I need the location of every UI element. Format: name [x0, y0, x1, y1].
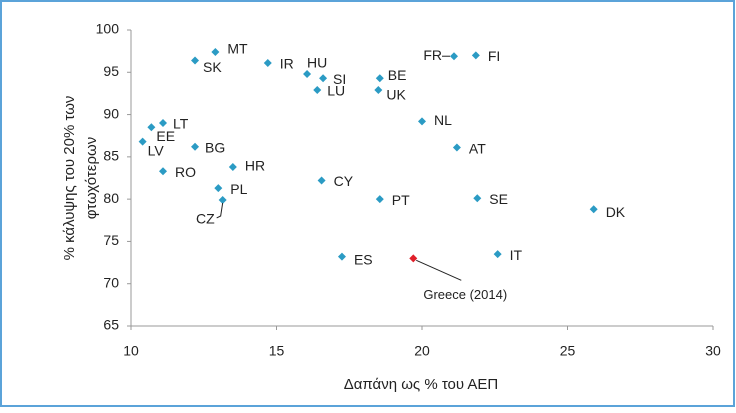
point: [337, 252, 346, 261]
point: [313, 86, 322, 95]
y-tick-label: 80: [103, 190, 119, 206]
point-label: DK: [606, 204, 626, 220]
point-label: BG: [205, 139, 225, 155]
point-label: HR: [245, 158, 265, 174]
y-tick-label: 65: [103, 317, 119, 333]
y-tick-label: 95: [103, 63, 119, 79]
x-tick-label: 15: [269, 343, 285, 359]
leader-line: [216, 202, 224, 219]
point: [375, 74, 384, 83]
y-tick-label: 85: [103, 148, 119, 164]
point-label: CY: [334, 173, 354, 189]
point: [374, 86, 383, 95]
point: [452, 143, 461, 152]
point-label: SE: [489, 191, 508, 207]
point: [228, 163, 237, 172]
point: [214, 184, 223, 193]
point-label: NL: [434, 112, 452, 128]
point: [409, 254, 418, 263]
point: [191, 142, 200, 151]
point: [191, 56, 200, 65]
point: [493, 250, 502, 259]
point: [317, 176, 326, 185]
point-label: ES: [354, 251, 373, 267]
point: [473, 194, 482, 203]
highlight-label: Greece (2014): [423, 287, 507, 302]
point-label: AT: [469, 140, 486, 156]
point-label: FI: [488, 48, 500, 64]
point: [418, 117, 426, 126]
y-tick-label: 70: [103, 274, 119, 290]
point: [319, 74, 328, 83]
point-label: SI: [333, 71, 346, 87]
point-label: RO: [175, 164, 196, 180]
point: [138, 137, 147, 146]
point: [159, 167, 168, 176]
point-label: MT: [227, 41, 248, 57]
y-axis-title: % κάλυψης του 20% των: [61, 96, 78, 261]
point-label: UK: [386, 87, 406, 103]
point-label: EE: [156, 128, 175, 144]
point-label: IT: [510, 247, 523, 263]
y-tick-label: 75: [103, 232, 119, 248]
point: [218, 195, 227, 204]
point-label: HU: [307, 55, 327, 71]
point-label: FR: [423, 47, 442, 63]
point-label: CZ: [196, 211, 215, 227]
x-tick-label: 10: [123, 343, 139, 359]
point-label: IR: [280, 56, 294, 72]
point-label: LU: [327, 83, 345, 99]
y-tick-label: 100: [96, 21, 120, 37]
point-label: PT: [392, 192, 410, 208]
leader-line: [416, 259, 462, 281]
point-label: PL: [230, 181, 247, 197]
y-tick-label: 90: [103, 105, 119, 121]
x-tick-label: 20: [414, 343, 430, 359]
point: [471, 51, 480, 60]
point: [450, 52, 459, 61]
x-tick-label: 25: [560, 343, 576, 359]
point: [589, 205, 598, 214]
point: [303, 69, 312, 78]
point: [375, 195, 384, 204]
x-axis-title: Δαπάνη ως % του ΑΕΠ: [344, 376, 499, 393]
point-label: SK: [203, 59, 222, 75]
x-tick-label: 30: [705, 343, 721, 359]
point: [159, 119, 168, 128]
point: [147, 123, 156, 132]
point-label: LT: [173, 116, 189, 132]
y-axis-title: φτωχότερων: [83, 137, 100, 220]
point-label: LV: [148, 142, 165, 158]
point: [211, 47, 220, 56]
point: [263, 58, 272, 67]
point-label: BE: [388, 67, 407, 83]
